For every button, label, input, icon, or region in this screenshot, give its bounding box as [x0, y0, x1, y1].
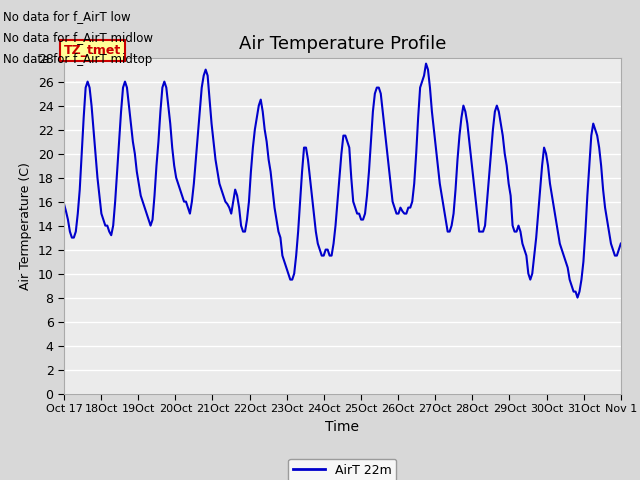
Y-axis label: Air Termperature (C): Air Termperature (C) [19, 162, 32, 289]
Title: Air Temperature Profile: Air Temperature Profile [239, 35, 446, 53]
Text: No data for f_AirT midtop: No data for f_AirT midtop [3, 53, 152, 66]
Legend: AirT 22m: AirT 22m [289, 459, 396, 480]
X-axis label: Time: Time [325, 420, 360, 433]
Text: No data for f_AirT low: No data for f_AirT low [3, 10, 131, 23]
Text: TZ_tmet: TZ_tmet [64, 44, 121, 57]
Text: No data for f_AirT midlow: No data for f_AirT midlow [3, 31, 153, 44]
